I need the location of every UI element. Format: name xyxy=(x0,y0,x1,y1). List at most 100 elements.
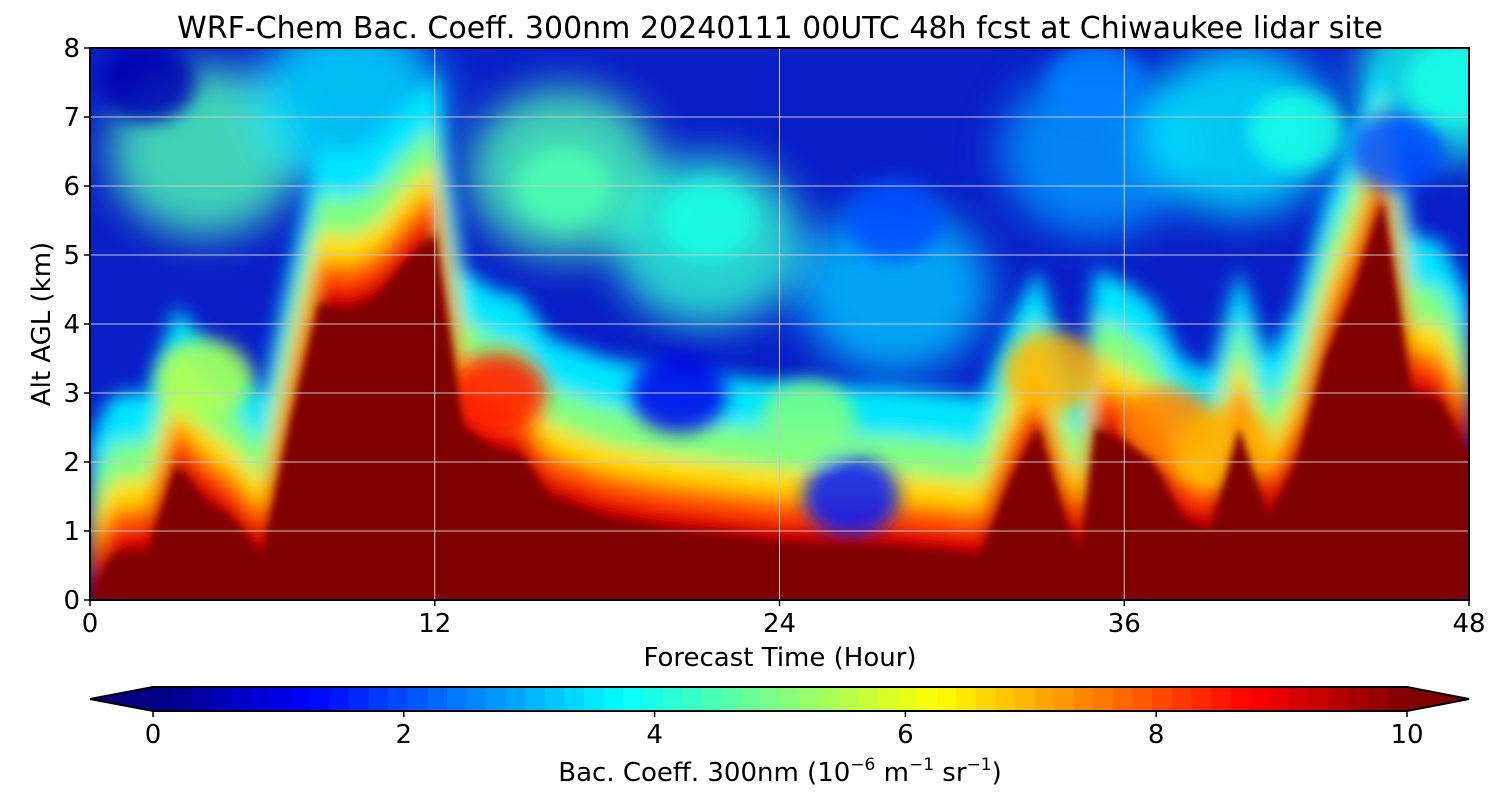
colorbar-ticks: 0 2 4 6 8 10 xyxy=(145,711,1424,750)
y-tick-label: 5 xyxy=(63,241,80,271)
colorbar-segment xyxy=(740,687,762,711)
colorbar-tick-label: 4 xyxy=(646,720,663,750)
colorbar-label-exp3: −1 xyxy=(967,755,992,775)
colorbar-segment xyxy=(427,687,448,711)
colorbar-segment xyxy=(1289,687,1310,711)
colorbar-segment xyxy=(544,687,566,711)
broad-field-3 xyxy=(1000,66,1191,237)
colorbar-label-exp2: −1 xyxy=(909,755,934,775)
broad-field-6 xyxy=(799,204,990,375)
colorbar-label-end: ) xyxy=(992,758,1002,788)
colorbar-segment xyxy=(486,687,507,711)
colorbar-segment xyxy=(1230,687,1251,711)
colorbar-segment xyxy=(1191,687,1212,711)
colorbar-extend-max xyxy=(1407,687,1469,711)
colorbar-segment xyxy=(172,687,193,711)
y-tick-label: 8 xyxy=(63,34,80,64)
field-feature-7 xyxy=(846,180,943,261)
y-tick-label: 7 xyxy=(63,103,80,133)
x-tick-label: 12 xyxy=(418,609,451,639)
colorbar-segment xyxy=(799,687,820,711)
colorbar-segment xyxy=(1113,687,1134,711)
colorbar-segment xyxy=(1328,687,1349,711)
colorbar-label-mid2: sr xyxy=(934,758,967,788)
colorbar-segment xyxy=(466,687,487,711)
colorbar-label-mid: m xyxy=(875,758,909,788)
colorbar-segment xyxy=(290,687,311,711)
field-feature-10 xyxy=(1176,408,1273,489)
colorbar-segment xyxy=(623,687,644,711)
colorbar-segment xyxy=(603,687,624,711)
colorbar-segment xyxy=(231,687,252,711)
y-tick-label: 3 xyxy=(63,379,80,409)
colorbar-segment xyxy=(446,687,468,711)
colorbar-segment xyxy=(1034,687,1055,711)
colorbar-segment xyxy=(329,687,350,711)
colorbar-segment xyxy=(917,687,938,711)
field-feature-14 xyxy=(99,48,196,123)
field-layer-features xyxy=(99,48,1469,537)
broad-field-4 xyxy=(1144,48,1335,216)
colorbar-segment xyxy=(936,687,957,711)
colorbar-segment xyxy=(956,687,977,711)
colorbar-segment xyxy=(1132,687,1153,711)
field-feature-4 xyxy=(659,180,756,261)
colorbar-segment xyxy=(897,687,918,711)
colorbar-segment xyxy=(1093,687,1114,711)
colorbar-segment xyxy=(192,687,213,711)
colorbar-segment xyxy=(1152,687,1173,711)
colorbar-segment xyxy=(662,687,683,711)
x-axis-ticks: 0 12 24 36 48 xyxy=(82,600,1486,639)
colorbar-segment xyxy=(780,687,801,711)
colorbar-segment xyxy=(211,687,232,711)
field-feature-13 xyxy=(1406,48,1469,123)
colorbar-segment xyxy=(1309,687,1330,711)
colorbar-segment xyxy=(407,687,428,711)
colorbar-segment xyxy=(1348,687,1369,711)
plot-area xyxy=(90,48,1469,600)
colorbar-segment xyxy=(642,687,664,711)
colorbar-segment xyxy=(701,687,722,711)
field-feature-8 xyxy=(1004,332,1101,413)
y-tick-label: 2 xyxy=(63,448,80,478)
colorbar-segment xyxy=(819,687,840,711)
y-tick-label: 0 xyxy=(63,586,80,616)
colorbar-tick-label: 2 xyxy=(396,720,413,750)
colorbar-segment xyxy=(564,687,585,711)
x-axis-label: Forecast Time (Hour) xyxy=(643,643,916,673)
colorbar-segment xyxy=(682,687,703,711)
x-tick-label: 24 xyxy=(763,609,796,639)
field-feature-11 xyxy=(1248,90,1345,171)
colorbar-segment xyxy=(584,687,605,711)
colorbar-segment xyxy=(1211,687,1232,711)
colorbar-segment xyxy=(348,687,370,711)
colorbar-segment xyxy=(388,687,409,711)
colorbar-segment xyxy=(1269,687,1291,711)
colorbar-segment xyxy=(995,687,1016,711)
colorbar xyxy=(89,686,1470,712)
colorbar-extend-min xyxy=(90,687,153,711)
field-feature-5 xyxy=(760,380,857,461)
y-axis-label: Alt AGL (km) xyxy=(27,242,57,406)
colorbar-segment xyxy=(1250,687,1271,711)
field-feature-12 xyxy=(1349,111,1446,192)
colorbar-segment xyxy=(760,687,781,711)
y-axis-ticks: 0 1 2 3 4 5 6 7 8 xyxy=(63,34,90,616)
colorbar-segment xyxy=(153,687,174,711)
colorbar-segment xyxy=(858,687,879,711)
x-tick-label: 48 xyxy=(1452,609,1485,639)
x-tick-label: 36 xyxy=(1108,609,1141,639)
colorbar-segment xyxy=(250,687,272,711)
y-tick-label: 6 xyxy=(63,172,80,202)
chart-title: WRF-Chem Bac. Coeff. 300nm 20240111 00UT… xyxy=(177,11,1383,46)
colorbar-label-main: Bac. Coeff. 300nm (10 xyxy=(558,758,850,788)
colorbar-segment xyxy=(1054,687,1075,711)
colorbar-segment xyxy=(1015,687,1036,711)
colorbar-segment xyxy=(505,687,526,711)
colorbar-segment xyxy=(525,687,546,711)
colorbar-segment xyxy=(1073,687,1095,711)
x-tick-label: 0 xyxy=(82,609,99,639)
colorbar-segment xyxy=(1367,687,1389,711)
colorbar-label-exp1: −6 xyxy=(850,755,875,775)
